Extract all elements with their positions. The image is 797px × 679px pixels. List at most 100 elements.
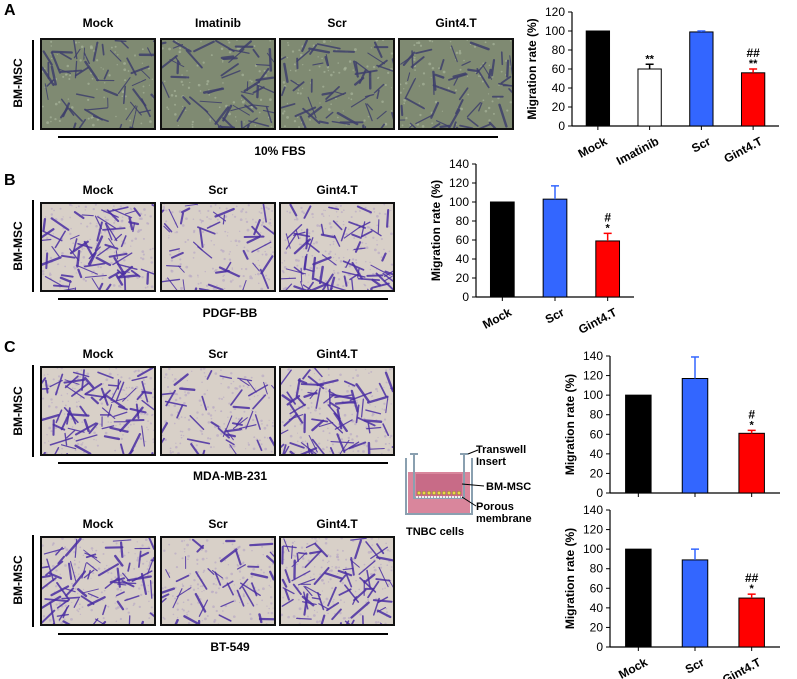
- transwell-diagram: [405, 453, 473, 515]
- y-tick-label: 40: [590, 447, 604, 461]
- y-tick-label: 120: [545, 5, 565, 19]
- row-bracket-c-bottom: [32, 535, 34, 627]
- y-tick-label: 0: [596, 640, 603, 654]
- micrograph-b-gint4t: [279, 202, 395, 292]
- y-tick-label: 120: [583, 369, 603, 383]
- micrograph-c-mda-scr: [160, 366, 276, 456]
- micrograph-a-mock: [40, 38, 156, 130]
- y-tick-label: 100: [583, 542, 603, 556]
- significance-star: **: [645, 53, 654, 65]
- y-tick-label: 20: [456, 271, 470, 285]
- label-transwell-insert: Transwell Insert: [476, 444, 527, 468]
- y-tick-label: 100: [545, 24, 565, 38]
- y-tick-label: 60: [456, 233, 470, 247]
- label-tnbc-cells: TNBC cells: [406, 526, 465, 538]
- bar-scr: [681, 559, 709, 648]
- col-label-c-bottom-2: Gint4.T: [316, 517, 358, 531]
- y-tick-label: 120: [583, 523, 603, 537]
- col-label-b-2: Gint4.T: [316, 183, 358, 197]
- y-tick-label: 40: [590, 601, 604, 615]
- significance-star: *: [750, 419, 755, 431]
- col-label-c-top-0: Mock: [82, 347, 114, 361]
- row-label-b: BM-MSC: [11, 221, 25, 271]
- bar-gint4-t: [738, 432, 765, 494]
- y-tick-label: 80: [552, 43, 566, 57]
- y-axis-label: Migration rate (%): [525, 18, 539, 119]
- bar-mock: [585, 30, 611, 127]
- label-porous-membrane: Porous membrane: [476, 501, 532, 525]
- y-tick-label: 40: [552, 81, 566, 95]
- col-label-a-1: Imatinib: [194, 16, 241, 30]
- y-tick-label: 140: [583, 503, 603, 517]
- significance-star: **: [749, 58, 758, 70]
- bar-mock: [625, 548, 652, 648]
- y-tick-label: 120: [449, 176, 469, 190]
- bar-gint4-t: [740, 72, 766, 127]
- col-label-c-top-1: Scr: [208, 347, 228, 361]
- x-tick-label: Gint4.T: [720, 655, 764, 679]
- col-label-a-2: Scr: [327, 16, 347, 30]
- panel-letter-c: C: [4, 339, 16, 356]
- y-tick-label: 0: [596, 486, 603, 500]
- bar-mock: [489, 201, 515, 298]
- y-tick-label: 80: [456, 214, 470, 228]
- col-label-c-bottom-1: Scr: [208, 517, 228, 531]
- significance-hash: ##: [745, 571, 759, 585]
- y-axis-label: Migration rate (%): [563, 374, 577, 475]
- y-tick-label: 100: [583, 388, 603, 402]
- y-tick-label: 100: [449, 195, 469, 209]
- micrograph-c-bt-gint4t: [279, 536, 395, 626]
- cell-dots: [417, 491, 462, 496]
- y-tick-label: 140: [583, 349, 603, 363]
- micrograph-c-bt-mock: [40, 536, 156, 626]
- bar-scr: [689, 31, 714, 127]
- bar-scr: [681, 378, 709, 494]
- y-axis-label: Migration rate (%): [429, 180, 443, 281]
- y-tick-label: 40: [456, 252, 470, 266]
- micrograph-a-gint4t: [398, 38, 514, 130]
- col-label-c-top-2: Gint4.T: [316, 347, 358, 361]
- micrograph-a-imatinib: [160, 38, 276, 130]
- y-tick-label: 60: [552, 62, 566, 76]
- col-label-a-3: Gint4.T: [435, 16, 477, 30]
- row-label-a: BM-MSC: [11, 58, 25, 108]
- significance-hash: #: [604, 210, 611, 224]
- significance-star: *: [750, 583, 755, 595]
- row-bracket-b: [32, 200, 34, 292]
- x-tick-label: Mock: [576, 134, 610, 161]
- micrograph-c-bt-scr: [160, 536, 276, 626]
- col-label-a-0: Mock: [82, 16, 114, 30]
- row-label-c-bottom: BM-MSC: [11, 555, 25, 605]
- bar-gint4-t: [595, 240, 621, 298]
- x-tick-label: Mock: [480, 305, 514, 332]
- y-tick-label: 140: [449, 157, 469, 171]
- row-bracket-a: [32, 40, 34, 130]
- y-tick-label: 80: [590, 408, 604, 422]
- x-tick-label: Gint4.T: [576, 305, 620, 337]
- y-tick-label: 0: [558, 119, 565, 133]
- panel-letter-a: A: [4, 2, 16, 19]
- panel-letter-b: B: [4, 172, 16, 189]
- condition-label-c-bottom: BT-549: [210, 640, 250, 654]
- micrograph-b-scr: [160, 202, 276, 292]
- y-tick-label: 20: [590, 620, 604, 634]
- y-tick-label: 60: [590, 581, 604, 595]
- y-tick-label: 20: [590, 466, 604, 480]
- y-tick-label: 80: [590, 562, 604, 576]
- significance-hash: #: [748, 407, 755, 421]
- micrograph-a-scr: [279, 38, 395, 130]
- condition-label-a: 10% FBS: [254, 144, 306, 158]
- condition-label-b: PDGF-BB: [202, 306, 258, 320]
- condition-line-c-bottom: [58, 633, 388, 635]
- col-label-b-1: Scr: [208, 183, 228, 197]
- condition-line-a: [58, 136, 498, 138]
- col-label-c-bottom-0: Mock: [82, 517, 114, 531]
- x-tick-label: Scr: [683, 655, 707, 677]
- x-tick-label: Gint4.T: [722, 134, 766, 166]
- bar-scr: [542, 198, 568, 298]
- col-label-b-0: Mock: [82, 183, 114, 197]
- micrograph-c-mda-mock: [40, 366, 156, 456]
- condition-label-c-top: MDA-MB-231: [192, 469, 267, 483]
- bar-gint4-t: [738, 597, 765, 648]
- y-axis-label: Migration rate (%): [563, 528, 577, 629]
